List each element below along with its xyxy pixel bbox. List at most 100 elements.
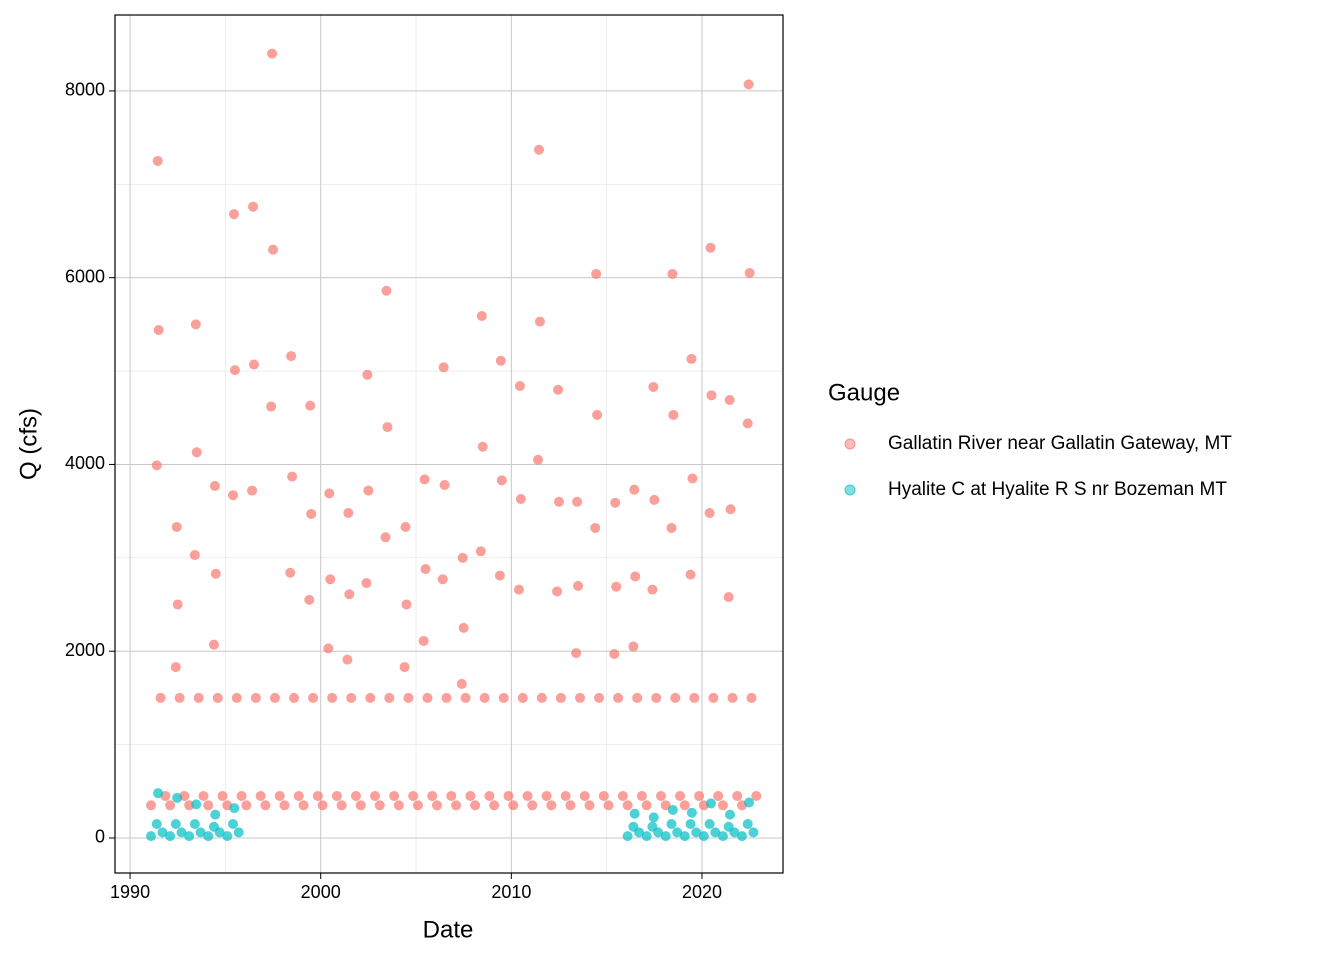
- point: [171, 522, 182, 533]
- x-tick-label: 2010: [491, 882, 531, 902]
- point: [153, 324, 164, 335]
- x-tick-label: 2020: [682, 882, 722, 902]
- point: [534, 316, 545, 327]
- point: [517, 692, 528, 703]
- point: [717, 831, 728, 842]
- point: [418, 635, 429, 646]
- point: [465, 790, 476, 801]
- point: [705, 798, 716, 809]
- point: [641, 831, 652, 842]
- point: [513, 584, 524, 595]
- point: [533, 454, 544, 465]
- point: [363, 485, 374, 496]
- point: [165, 800, 176, 811]
- point: [751, 790, 762, 801]
- point: [574, 692, 585, 703]
- point: [742, 818, 753, 829]
- point: [667, 804, 678, 815]
- point: [365, 692, 376, 703]
- point: [573, 580, 584, 591]
- point: [427, 790, 438, 801]
- point: [660, 831, 671, 842]
- point: [724, 395, 735, 406]
- point: [729, 827, 740, 838]
- point: [592, 409, 603, 420]
- point: [236, 790, 247, 801]
- point: [208, 639, 219, 650]
- point: [634, 827, 645, 838]
- point: [268, 244, 279, 255]
- point: [269, 692, 280, 703]
- point: [293, 790, 304, 801]
- point: [355, 800, 366, 811]
- point: [622, 800, 633, 811]
- point: [668, 409, 679, 420]
- point: [651, 692, 662, 703]
- point: [629, 484, 640, 495]
- point: [508, 800, 519, 811]
- point: [267, 48, 278, 59]
- point: [214, 827, 225, 838]
- point: [325, 574, 336, 585]
- point: [228, 209, 239, 220]
- point: [694, 790, 705, 801]
- point: [533, 144, 544, 155]
- point: [184, 831, 195, 842]
- point: [698, 831, 709, 842]
- point: [689, 692, 700, 703]
- y-tick-label: 6000: [65, 266, 105, 286]
- point: [209, 480, 220, 491]
- point: [229, 365, 240, 376]
- point: [393, 800, 404, 811]
- point: [233, 827, 244, 838]
- point: [172, 792, 183, 803]
- point: [343, 508, 354, 519]
- point: [422, 692, 433, 703]
- point: [191, 799, 202, 810]
- point: [555, 692, 566, 703]
- point: [648, 812, 659, 823]
- point: [323, 643, 334, 654]
- panel-border: [114, 14, 784, 874]
- point: [247, 485, 258, 496]
- point: [653, 827, 664, 838]
- legend-label: Hyalite C at Hyalite R S nr Bozeman MT: [888, 479, 1227, 500]
- point: [312, 790, 323, 801]
- point: [203, 831, 214, 842]
- point: [495, 355, 506, 366]
- point: [560, 790, 571, 801]
- point: [370, 790, 381, 801]
- point: [399, 662, 410, 673]
- point: [536, 692, 547, 703]
- point: [146, 831, 157, 842]
- point: [636, 790, 647, 801]
- point: [382, 422, 393, 433]
- legend: Gauge Gallatin River near Gallatin Gatew…: [828, 379, 1232, 500]
- point: [725, 504, 736, 515]
- point: [494, 570, 505, 581]
- legend-title: Gauge: [828, 379, 900, 406]
- point: [324, 488, 335, 499]
- point: [350, 790, 361, 801]
- point: [503, 790, 514, 801]
- point: [496, 475, 507, 486]
- x-tick-label: 2000: [301, 882, 341, 902]
- point: [498, 692, 509, 703]
- point: [617, 790, 628, 801]
- point: [594, 692, 605, 703]
- point: [666, 522, 677, 533]
- point: [255, 790, 266, 801]
- point: [456, 678, 467, 689]
- y-tick-label: 0: [95, 827, 105, 847]
- point: [603, 800, 614, 811]
- point: [477, 441, 488, 452]
- point: [412, 800, 423, 811]
- point: [515, 494, 526, 505]
- point: [725, 809, 736, 820]
- point: [541, 790, 552, 801]
- point: [241, 800, 252, 811]
- point: [229, 803, 240, 814]
- legend-label: Gallatin River near Gallatin Gateway, MT: [888, 433, 1232, 454]
- y-tick-label: 8000: [65, 80, 105, 100]
